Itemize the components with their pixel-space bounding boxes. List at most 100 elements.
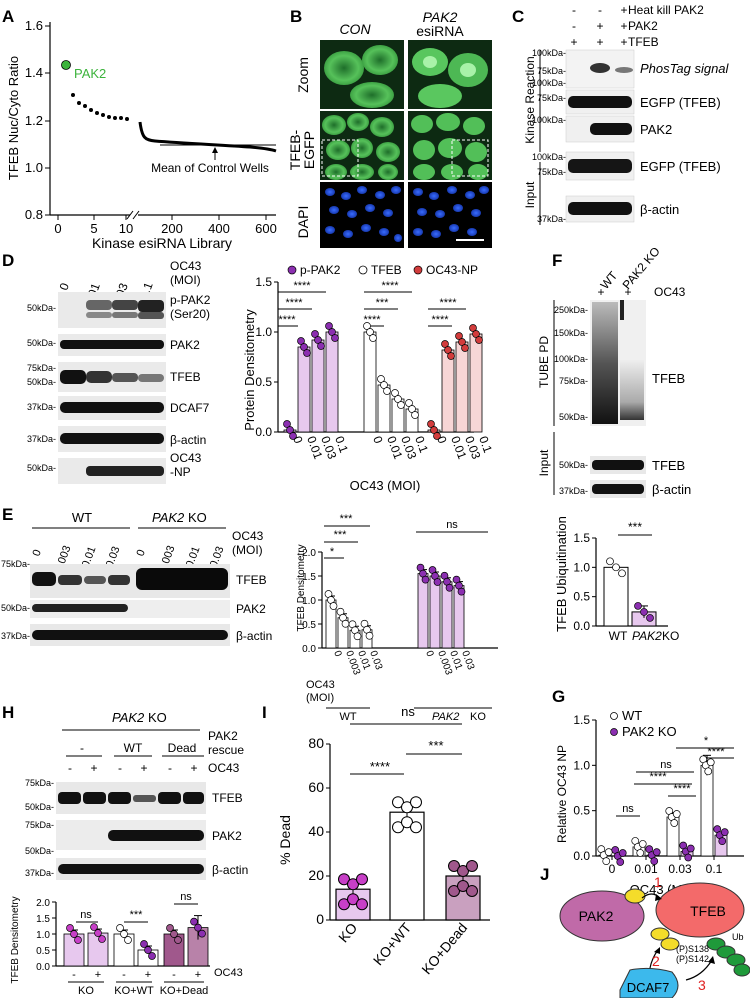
- legend-ppak2: p-PAK2: [300, 263, 341, 277]
- panel-c-band: β-actin: [640, 202, 679, 217]
- panel-b-row-tfeb: TFEB-: [287, 129, 303, 170]
- panel-e-moi-row2: (MOI): [306, 692, 334, 704]
- legend-np-marker: [413, 265, 423, 275]
- panel-c-band: PAK2: [640, 122, 672, 137]
- panel-d-xtick-label: 0.1: [332, 434, 351, 455]
- panel-letter-a: A: [2, 7, 14, 26]
- panel-c-sign: +: [596, 19, 603, 33]
- panel-i-sig: ****: [370, 759, 390, 774]
- panel-d-point: [380, 381, 388, 389]
- panel-g-ytick-label: 0.0: [573, 849, 590, 863]
- panel-f-xlabel-wt: WT: [609, 629, 628, 643]
- panel-f-xlabel-ko: PAK2: [632, 629, 662, 643]
- panel-f-xlabel-ko-suffix: KO: [662, 629, 679, 643]
- panel-i-xtick-label: KO+Dead: [418, 920, 470, 978]
- panel-d-point: [383, 387, 391, 395]
- step-1: 1: [654, 874, 662, 890]
- panel-e-point: [445, 583, 454, 592]
- panel-e-point: [457, 587, 466, 596]
- s142-label: (P)S142: [676, 954, 709, 964]
- panel-d-point: [328, 328, 336, 336]
- panel-b-row-egfp: EGFP: [301, 131, 317, 169]
- panel-a-points: [71, 93, 129, 121]
- panel-e-ytick-label: 1.0: [302, 596, 316, 607]
- panel-g-point: [670, 819, 679, 827]
- panel-i-point: [392, 796, 404, 809]
- panel-d-point: [325, 322, 333, 330]
- panel-d-point: [391, 389, 399, 397]
- pak2-label: PAK2: [579, 908, 614, 924]
- panel-e-sig: ns: [446, 519, 458, 531]
- panel-i-xtick-label: KO+WT: [370, 919, 415, 968]
- panel-i-sig: ns: [401, 704, 415, 719]
- panel-f-point: [634, 602, 642, 610]
- panel-h-point: [174, 936, 182, 944]
- panel-d-legend: p-PAK2 TFEB OC43-NP: [287, 263, 478, 277]
- panel-d-point: [283, 420, 291, 428]
- panel-h-point: [98, 935, 106, 943]
- panel-h-ko-suffix: KO: [148, 710, 167, 725]
- panel-h-xtick-label: -: [72, 969, 76, 981]
- panel-h-ko-title: PAK2: [112, 710, 145, 725]
- panel-h-ytick-label: 2.0: [36, 898, 50, 909]
- panel-h-point: [190, 917, 198, 926]
- panel-h-point: [116, 924, 124, 932]
- legend-tfeb: TFEB: [371, 263, 402, 277]
- panel-d-marker: 37kDa-: [27, 402, 56, 412]
- panel-g-ytick-label: 1.5: [573, 713, 590, 727]
- panel-f-marker: 150kDa-: [554, 328, 588, 338]
- panel-f-marker: 100kDa-: [554, 354, 588, 364]
- panel-letter-e: E: [2, 505, 13, 524]
- panel-h-xgroup: KO: [78, 985, 94, 997]
- panel-e-moi-row1: OC43: [306, 679, 335, 691]
- panel-d-point: [303, 349, 311, 357]
- ubiquitin-chain: [706, 937, 750, 977]
- panel-a-yticks: 1.6 1.4 1.2 1.0 0.8: [25, 18, 50, 222]
- panel-h-ytick-label: 1.0: [36, 930, 50, 941]
- panel-h-band: β-actin: [212, 863, 248, 877]
- panel-i-point: [457, 865, 469, 877]
- panel-c-marker: 100kDa-: [532, 78, 566, 88]
- panel-d-xtick-label: 0: [290, 434, 306, 445]
- panel-c-group1: Kinase Reaction: [523, 56, 537, 143]
- panel-e-ytick-label: 2.0: [302, 548, 316, 559]
- panel-h-ytick-label: 0.0: [36, 962, 50, 973]
- panel-b-col1: CON: [339, 21, 371, 37]
- panel-d-xtick-label: 0.1: [476, 434, 495, 455]
- panel-h-chart: TFEB Densitometry ns *** ns OC43 KO KO+W…: [10, 891, 243, 997]
- panel-j-diagram: PAK2 TFEB Ub (P)S138 (P)S142 DCAF7 1 2 3: [559, 874, 750, 998]
- panel-d-ytick-label: 0.0: [255, 425, 272, 439]
- panel-letter-f: F: [552, 251, 562, 270]
- panel-e-chart: TFEB Densitometry *** *** * ns OC43 (MOI…: [296, 513, 498, 723]
- panel-f-point: [618, 569, 626, 578]
- panel-d-point: [458, 338, 466, 346]
- panel-e-marker: 37kDa-: [1, 631, 30, 641]
- panel-d-point: [377, 375, 385, 383]
- panel-d-band: p-PAK2: [170, 293, 211, 307]
- panel-i-point: [410, 796, 422, 809]
- panel-d-point: [314, 336, 322, 344]
- panel-d-point: [289, 432, 297, 440]
- panel-d-band: DCAF7: [170, 401, 210, 415]
- panel-b-col2a: PAK2: [423, 9, 458, 25]
- panel-h-point: [70, 930, 78, 938]
- panel-e-ko: PAK2: [152, 510, 185, 525]
- panel-e-point: [365, 631, 374, 640]
- panel-a-xtick: 400: [208, 221, 230, 236]
- panel-d-point: [300, 343, 308, 351]
- panel-d-marker: 50kDa-: [27, 338, 56, 348]
- panel-f-band: TFEB: [652, 371, 685, 386]
- panel-d-sig: ****: [285, 297, 303, 309]
- panel-e-lane: 0: [30, 548, 43, 558]
- panel-e-point: [353, 632, 362, 641]
- panel-e-ytick-label: 0.5: [302, 620, 316, 631]
- panel-h-xtick-label: -: [172, 969, 176, 981]
- panel-f-point: [606, 557, 614, 566]
- panel-h-oc43-axis: OC43: [214, 967, 243, 979]
- panel-g-point: [686, 844, 695, 853]
- panel-e-group-ko: PAK2: [432, 711, 459, 723]
- panel-d-point: [455, 332, 463, 340]
- panel-h-rescue2: rescue: [208, 743, 244, 757]
- panel-a-pak2-label: PAK2: [74, 66, 106, 81]
- panel-g-xtick-label: 0.03: [668, 862, 692, 876]
